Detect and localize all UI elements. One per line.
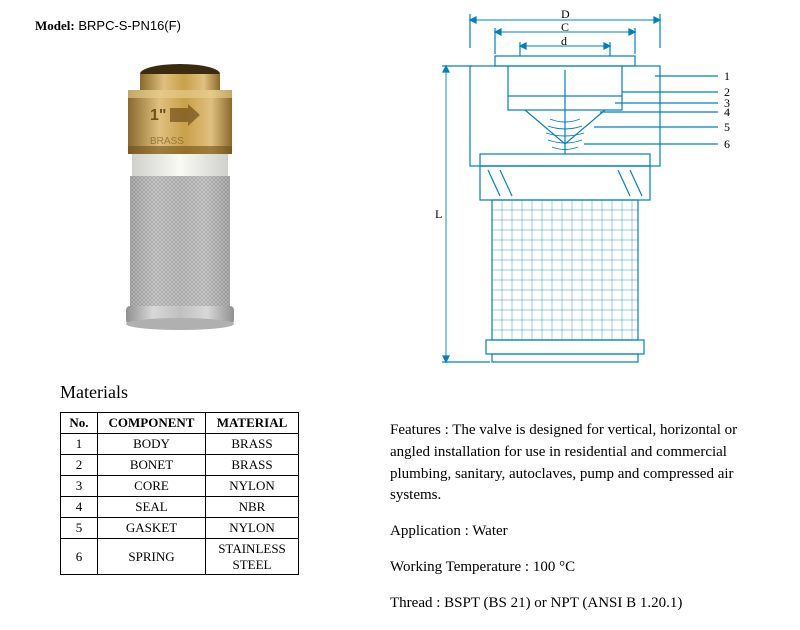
table-row: 2 BONET BRASS xyxy=(61,455,299,476)
table-row: 5 GASKET NYLON xyxy=(61,518,299,539)
table-row: 3 CORE NYLON xyxy=(61,476,299,497)
dim-d-label: d xyxy=(561,34,567,48)
dim-D-label: D xyxy=(561,7,570,21)
callout-4: 4 xyxy=(724,105,730,119)
features-block: Features : The valve is designed for ver… xyxy=(390,420,780,614)
model-line: Model: BRPC-S-PN16(F) xyxy=(35,18,181,34)
dim-C-label: C xyxy=(561,20,569,34)
table-header-row: No. COMPONENT MATERIAL xyxy=(61,413,299,434)
thread-text: Thread : BSPT (BS 21) or NPT (ANSI B 1.2… xyxy=(390,593,780,615)
model-value: BRPC-S-PN16(F) xyxy=(78,18,181,33)
application-text: Application : Water xyxy=(390,521,780,543)
col-material: MATERIAL xyxy=(206,413,299,434)
materials-table: No. COMPONENT MATERIAL 1 BODY BRASS 2 BO… xyxy=(60,412,299,575)
col-component: COMPONENT xyxy=(98,413,206,434)
callout-6: 6 xyxy=(724,137,730,151)
callout-5: 5 xyxy=(724,120,730,134)
technical-diagram: D C d L 1 2 3 4 5 6 xyxy=(400,4,760,384)
dim-L-label: L xyxy=(435,207,442,221)
features-text: Features : The valve is designed for ver… xyxy=(390,420,780,507)
callout-1: 1 xyxy=(724,69,730,83)
table-row: 6 SPRING STAINLESSSTEEL xyxy=(61,539,299,575)
table-row: 4 SEAL NBR xyxy=(61,497,299,518)
svg-text:1": 1" xyxy=(150,107,166,124)
model-label: Model: xyxy=(35,18,75,33)
table-row: 1 BODY BRASS xyxy=(61,434,299,455)
materials-heading: Materials xyxy=(60,382,128,403)
working-temp-text: Working Temperature : 100 °C xyxy=(390,557,780,579)
svg-text:BRASS: BRASS xyxy=(150,136,184,147)
col-no: No. xyxy=(61,413,98,434)
product-image: 1" BRASS xyxy=(90,60,270,340)
